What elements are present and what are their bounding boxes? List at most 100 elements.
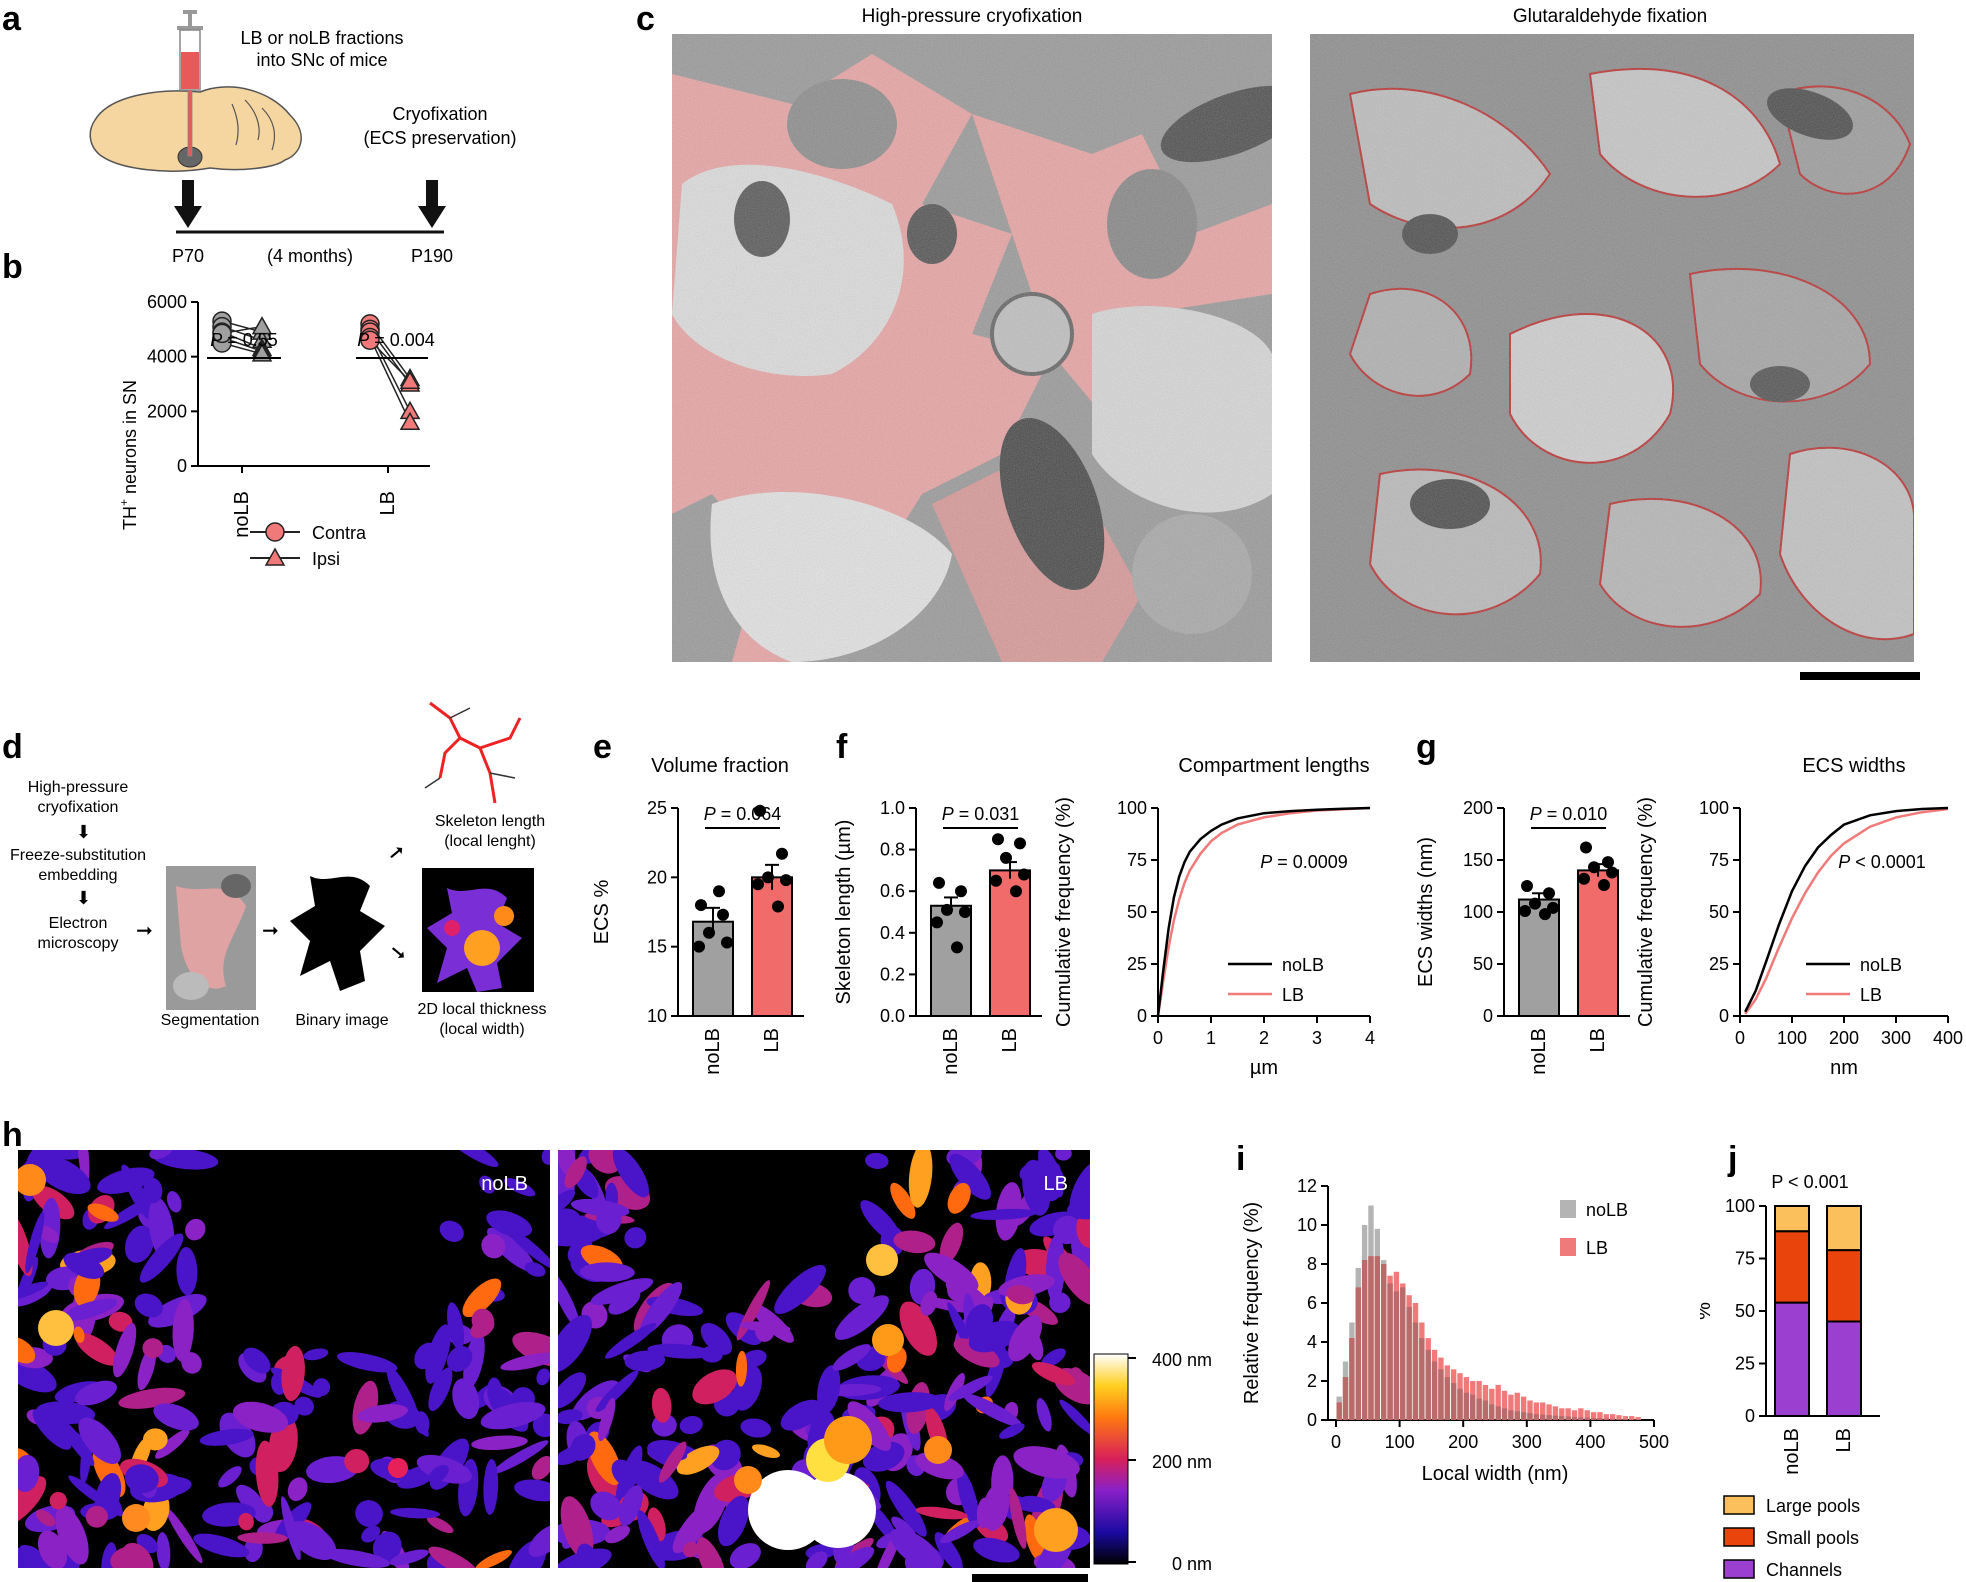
svg-g1-data-point [1578,872,1590,885]
h-ecs-segment [193,1533,250,1558]
h-scale-bar [972,1574,1088,1582]
h-ecs-segment [121,1542,154,1568]
svg-e-data-point [695,899,707,912]
svg-g2-pvalue-p: P [1838,852,1850,872]
i-bar-overlap [1527,1413,1533,1420]
svg-g1-y-label: ECS widths (nm) [1415,837,1437,987]
h-ecs-segment [1059,1399,1090,1436]
h-ecs-segment [682,1541,699,1558]
d-step-3-line-1: Electron [48,915,108,932]
h-ecs-segment [18,1281,49,1303]
h-ecs-segment [483,1458,499,1515]
h-ecs-segment [570,1198,630,1217]
svg-g2-pvalue-value: < 0.0001 [1850,852,1926,872]
h-ecs-segment [361,1525,381,1543]
h-ecs-segment [105,1489,123,1517]
i-bar-overlap [1552,1415,1559,1420]
svg-e-x-tick-label: LB [761,1028,783,1052]
j-bar-noLB-channels [1774,1301,1810,1418]
svg-f2-pvalue: P = 0.0009 [1260,852,1348,872]
h-ecs-segment [558,1208,581,1229]
panel-label-g: g [1416,728,1437,766]
b-ylabel-rest: neurons in SN [120,380,140,499]
h-ecs-segment [735,1350,748,1387]
panel-b-chart: 0 2000 4000 6000 noLB LB TH+ neurons in SN P … [117,292,435,569]
h-ecs-segment [780,1399,823,1431]
h-ecs-segment [915,1452,965,1480]
i-bar-overlap [1609,1418,1616,1420]
h-ecs-pool [38,1310,74,1346]
i-y-tick-label: 8 [1307,1254,1317,1274]
b-ipsi-point [399,411,421,431]
h-ecs-segment [904,1555,925,1568]
h-nolb-thickness-map: noLB [18,1150,550,1568]
i-bar-overlap [1470,1394,1476,1420]
b-legend-contra-label: Contra [312,523,367,543]
h-ecs-segment [956,1468,980,1529]
cryo-text-2: (ECS preservation) [363,128,516,148]
svg-g1-y-tick-label: 150 [1463,850,1493,870]
i-bar-overlap [1374,1256,1381,1420]
j-legend-swatch-1 [1723,1527,1755,1547]
j-bar-LB-channels [1826,1320,1862,1417]
h-ecs-segment [899,1301,938,1356]
panel-label-h: h [2,1116,23,1154]
h-ecs-segment [34,1155,91,1195]
svg-g2-y-tick-label: 50 [1709,902,1729,922]
h-ecs-segment [590,1491,622,1521]
h-ecs-segment [700,1322,733,1355]
h-ecs-segment [692,1369,738,1405]
svg-e-bar-LB [751,876,793,1017]
svg-e-data-point [780,874,792,887]
h-ecs-segment [948,1375,993,1401]
panel-label-a: a [2,0,21,38]
h-ecs-segment [233,1401,289,1433]
svg-g1-data-point [1602,856,1614,869]
h-ecs-segment [816,1365,841,1414]
b-ylabel-sup: + [117,499,131,506]
h-ecs-segment [924,1252,979,1292]
h-ecs-pool [824,1416,872,1464]
svg-g1-data-point [1598,878,1610,891]
h-ecs-segment [560,1496,594,1560]
h-ecs-segment [604,1525,630,1544]
h-ecs-segment [35,1509,56,1527]
svg-f1-data-point [959,906,971,918]
j-legend-label-2: Channels [1766,1560,1842,1580]
cryo-text-1: Cryofixation [392,104,487,124]
svg-f1-data-point [992,833,1004,846]
h-ecs-segment [578,1150,620,1165]
svg-f1-y-tick-label: 0.4 [880,923,905,943]
svg-f2-x-tick-label: 1 [1206,1028,1216,1048]
svg-g1-pvalue-p: P [1530,804,1542,824]
i-bar-overlap [1635,1419,1641,1420]
svg-f1-y-tick-label: 0.0 [880,1006,905,1026]
i-bar-overlap [1419,1338,1425,1420]
h-ecs-segment [237,1532,288,1544]
svg-f2-y-tick-label: 25 [1127,954,1147,974]
h-lb-label: LB [1044,1173,1068,1195]
h-ecs-segment [238,1512,254,1531]
i-bar-overlap [1495,1406,1501,1420]
i-bar-overlap [1412,1322,1419,1420]
h-ecs-segment [357,1404,408,1423]
svg-g2-x-tick-label: 0 [1735,1028,1745,1048]
i-bar-LB [1616,1415,1622,1420]
svg-e-y-tick-label: 25 [647,798,667,818]
h-ecs-pool [866,1244,898,1276]
h-ecs-segment [963,1393,1022,1427]
h-ecs-segment [939,1520,979,1544]
i-bar-overlap [1387,1283,1393,1420]
svg-g2-legend-nolb-label: noLB [1860,955,1902,975]
svg-f1-x-tick-label: LB [999,1028,1021,1052]
svg-e-y-tick-label: 10 [647,1006,667,1026]
h-ecs-segment [287,1477,308,1502]
h-ecs-segment [426,1516,454,1534]
h-ecs-pool [1034,1508,1078,1552]
h-ecs-segment [447,1150,499,1168]
h-ecs-segment [113,1323,137,1378]
h-ecs-segment [908,1150,933,1208]
svg-e-title: Volume fraction [651,755,789,777]
h-ecs-segment [18,1557,42,1568]
h-ecs-segment [49,1491,67,1510]
